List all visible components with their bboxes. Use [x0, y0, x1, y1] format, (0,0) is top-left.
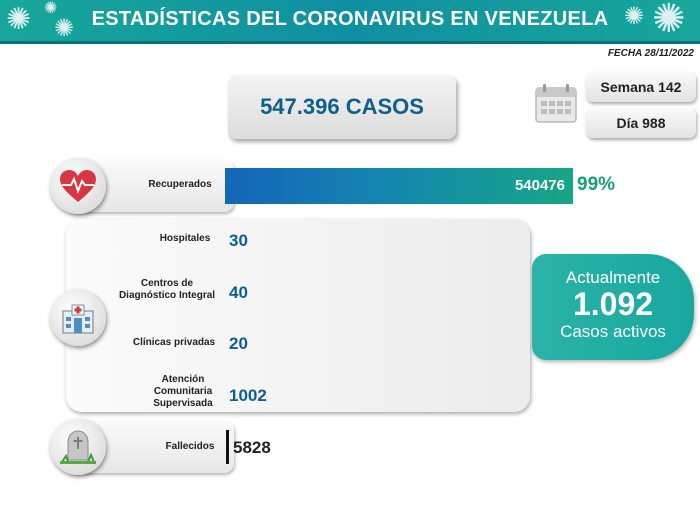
- week-badge: Semana 142: [586, 72, 696, 102]
- active-cases-value: 1.092: [572, 286, 654, 322]
- clinicas-label: Clínicas privadas: [132, 337, 216, 348]
- banner-underline: [0, 41, 700, 44]
- tombstone-icon: [60, 430, 96, 464]
- virus-icon: ✺: [624, 3, 645, 30]
- deceased-bar: [226, 430, 229, 464]
- hospital-icon-circle: [50, 290, 106, 346]
- deceased-label: Fallecidos: [165, 441, 215, 452]
- total-cases-value: 547.396 CASOS: [260, 94, 424, 119]
- week-label: Semana 142: [600, 79, 682, 95]
- recovered-value: 540476: [514, 177, 565, 194]
- day-badge: Día 988: [586, 108, 696, 138]
- header-banner: ✺ ✺ ✺ ✺ ✺ ESTADÍSTICAS DEL CORONAVIRUS E…: [0, 0, 700, 41]
- active-cases-line2: Casos activos: [560, 322, 666, 341]
- deceased-icon-circle: [50, 419, 106, 475]
- acs-value: 1002: [229, 386, 267, 405]
- date-label: FECHA 28/11/2022: [607, 48, 694, 59]
- recovered-label: Recuperados: [148, 179, 212, 190]
- recovered-icon-circle: [50, 158, 106, 214]
- total-cases-box: 547.396 CASOS: [228, 75, 456, 139]
- deceased-value: 5828: [233, 438, 271, 457]
- cdi-value: 40: [229, 283, 248, 302]
- hospitalization-card: [66, 219, 530, 412]
- virus-icon: ✺: [6, 3, 32, 36]
- recovered-bar: 540476: [225, 168, 573, 204]
- active-cases-badge: Actualmente 1.092 Casos activos: [532, 254, 694, 360]
- hospitales-value: 30: [229, 231, 248, 250]
- heart-pulse-icon: [60, 170, 96, 202]
- virus-icon: ✺: [54, 15, 75, 41]
- day-label: Día 988: [616, 115, 666, 131]
- acs-label: Atención Comunitaria Supervisada: [153, 374, 213, 409]
- recovered-percent: 99%: [577, 174, 616, 195]
- virus-icon: ✺: [44, 0, 58, 17]
- cdi-label: Centros de Diagnóstico Integral: [118, 278, 216, 301]
- hospital-icon: [62, 304, 94, 334]
- page-title: ESTADÍSTICAS DEL CORONAVIRUS EN VENEZUEL…: [91, 8, 609, 30]
- virus-icon: ✺: [652, 0, 686, 41]
- hospitales-label: Hospitales: [159, 233, 211, 244]
- active-cases-line1: Actualmente: [565, 268, 661, 287]
- calendar-icon: [535, 84, 577, 123]
- clinicas-value: 20: [229, 334, 248, 353]
